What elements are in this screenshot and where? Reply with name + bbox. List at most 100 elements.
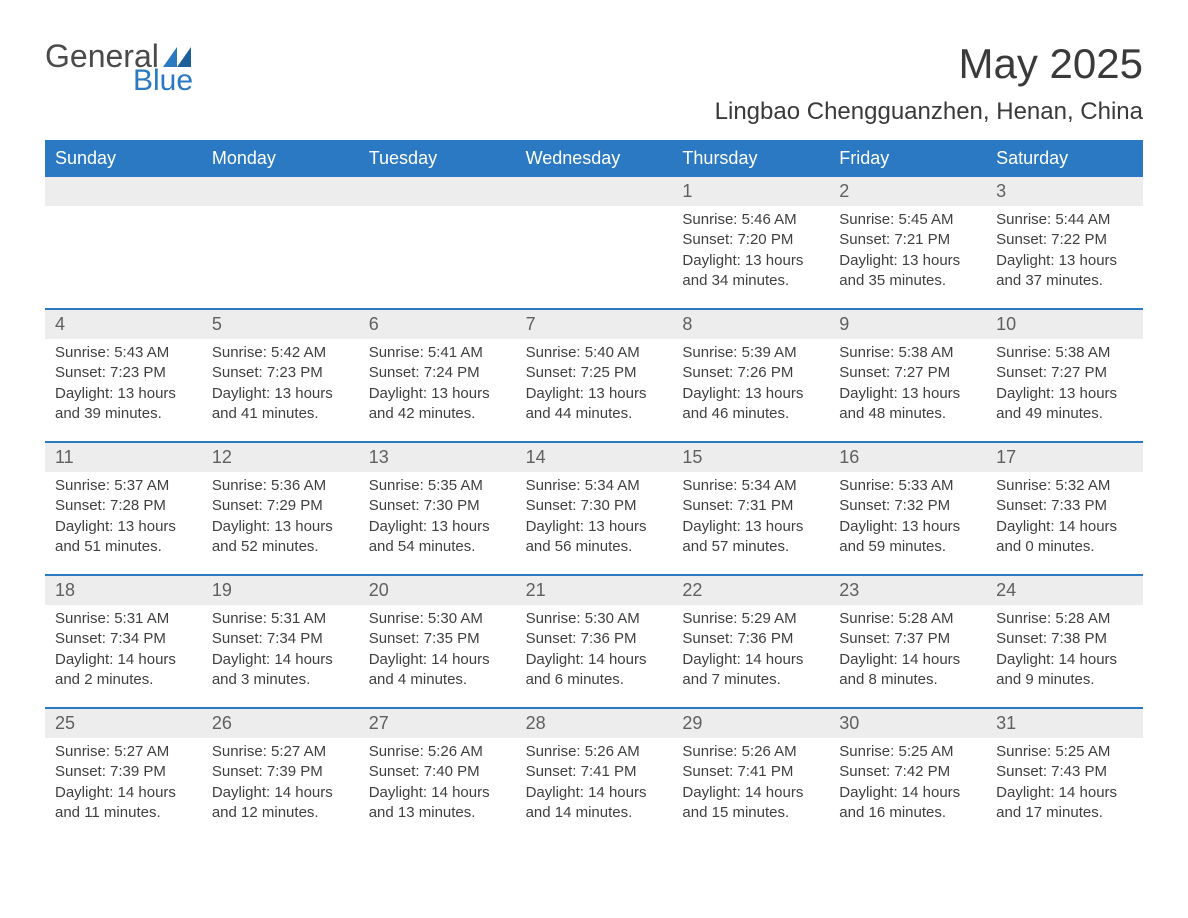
day-info-line: Sunset: 7:34 PM [55,629,192,649]
calendar-week: 25262728293031Sunrise: 5:27 AMSunset: 7:… [45,707,1143,840]
week-body-row: Sunrise: 5:46 AMSunset: 7:20 PMDaylight:… [45,206,1143,308]
day-info-line: Sunrise: 5:36 AM [212,476,349,496]
day-info-line: Sunset: 7:33 PM [996,496,1133,516]
day-info-line: and 16 minutes. [839,803,976,823]
day-info-line: Sunrise: 5:25 AM [996,742,1133,762]
day-cell: Sunrise: 5:26 AMSunset: 7:41 PMDaylight:… [516,738,673,826]
date-number: 12 [202,443,359,472]
day-cell: Sunrise: 5:29 AMSunset: 7:36 PMDaylight:… [672,605,829,693]
day-info-line: and 49 minutes. [996,404,1133,424]
day-info-line: and 35 minutes. [839,271,976,291]
day-info-line: Sunrise: 5:33 AM [839,476,976,496]
day-info-line: Sunrise: 5:29 AM [682,609,819,629]
day-info-line: Daylight: 13 hours [369,384,506,404]
day-info-line: Daylight: 13 hours [682,251,819,271]
date-number: 7 [516,310,673,339]
day-info-line: and 39 minutes. [55,404,192,424]
day-info-line: Sunset: 7:27 PM [839,363,976,383]
date-number: 5 [202,310,359,339]
date-number: 31 [986,709,1143,738]
day-info-line: Sunset: 7:43 PM [996,762,1133,782]
day-header-cell: Friday [829,140,986,177]
day-info-line: and 17 minutes. [996,803,1133,823]
day-cell: Sunrise: 5:40 AMSunset: 7:25 PMDaylight:… [516,339,673,427]
day-info-line: Sunset: 7:20 PM [682,230,819,250]
day-info-line: Sunset: 7:41 PM [682,762,819,782]
date-number: 1 [672,177,829,206]
day-info-line: Sunset: 7:28 PM [55,496,192,516]
day-info-line: Daylight: 14 hours [55,650,192,670]
date-number-row: 18192021222324 [45,576,1143,605]
day-cell [202,206,359,294]
date-number: 6 [359,310,516,339]
date-number [516,177,673,206]
day-info-line: Sunrise: 5:37 AM [55,476,192,496]
day-info-line: Sunrise: 5:40 AM [526,343,663,363]
date-number: 18 [45,576,202,605]
day-cell: Sunrise: 5:44 AMSunset: 7:22 PMDaylight:… [986,206,1143,294]
calendar-week: 123Sunrise: 5:46 AMSunset: 7:20 PMDaylig… [45,177,1143,308]
day-info-line: Sunrise: 5:45 AM [839,210,976,230]
day-header-cell: Monday [202,140,359,177]
day-cell: Sunrise: 5:26 AMSunset: 7:40 PMDaylight:… [359,738,516,826]
day-header-cell: Sunday [45,140,202,177]
date-number: 15 [672,443,829,472]
day-info-line: Sunset: 7:22 PM [996,230,1133,250]
day-info-line: Daylight: 13 hours [212,517,349,537]
day-info-line: Sunrise: 5:28 AM [996,609,1133,629]
day-info-line: Sunset: 7:23 PM [212,363,349,383]
date-number: 24 [986,576,1143,605]
day-cell [45,206,202,294]
date-number: 4 [45,310,202,339]
day-info-line: Sunset: 7:42 PM [839,762,976,782]
day-cell [359,206,516,294]
day-info-line: Daylight: 14 hours [526,650,663,670]
day-info-line: and 54 minutes. [369,537,506,557]
day-info-line: and 42 minutes. [369,404,506,424]
day-info-line: and 12 minutes. [212,803,349,823]
day-cell: Sunrise: 5:31 AMSunset: 7:34 PMDaylight:… [45,605,202,693]
date-number [202,177,359,206]
day-info-line: Sunset: 7:25 PM [526,363,663,383]
day-info-line: Sunrise: 5:30 AM [526,609,663,629]
day-info-line: Sunset: 7:36 PM [526,629,663,649]
day-cell: Sunrise: 5:34 AMSunset: 7:30 PMDaylight:… [516,472,673,560]
day-info-line: Sunrise: 5:44 AM [996,210,1133,230]
date-number: 2 [829,177,986,206]
day-info-line: Daylight: 14 hours [369,650,506,670]
day-info-line: Sunrise: 5:41 AM [369,343,506,363]
day-info-line: Sunrise: 5:26 AM [369,742,506,762]
day-info-line: and 37 minutes. [996,271,1133,291]
date-number: 10 [986,310,1143,339]
date-number: 14 [516,443,673,472]
day-info-line: Daylight: 13 hours [55,384,192,404]
location-subtitle: Lingbao Chengguanzhen, Henan, China [715,98,1143,126]
day-cell: Sunrise: 5:39 AMSunset: 7:26 PMDaylight:… [672,339,829,427]
day-info-line: and 51 minutes. [55,537,192,557]
day-info-line: and 8 minutes. [839,670,976,690]
day-info-line: and 0 minutes. [996,537,1133,557]
date-number: 28 [516,709,673,738]
day-info-line: Daylight: 14 hours [996,650,1133,670]
day-info-line: Sunset: 7:23 PM [55,363,192,383]
day-info-line: Daylight: 13 hours [212,384,349,404]
date-number: 22 [672,576,829,605]
day-info-line: Sunset: 7:32 PM [839,496,976,516]
day-header-cell: Wednesday [516,140,673,177]
date-number: 13 [359,443,516,472]
day-cell: Sunrise: 5:25 AMSunset: 7:43 PMDaylight:… [986,738,1143,826]
day-info-line: Sunset: 7:34 PM [212,629,349,649]
day-cell: Sunrise: 5:42 AMSunset: 7:23 PMDaylight:… [202,339,359,427]
day-cell: Sunrise: 5:25 AMSunset: 7:42 PMDaylight:… [829,738,986,826]
day-header-cell: Tuesday [359,140,516,177]
day-cell: Sunrise: 5:28 AMSunset: 7:38 PMDaylight:… [986,605,1143,693]
date-number: 8 [672,310,829,339]
day-header-row: SundayMondayTuesdayWednesdayThursdayFrid… [45,140,1143,177]
date-number: 3 [986,177,1143,206]
day-info-line: and 11 minutes. [55,803,192,823]
day-info-line: Sunrise: 5:38 AM [839,343,976,363]
day-info-line: Sunset: 7:21 PM [839,230,976,250]
date-number: 20 [359,576,516,605]
day-info-line: and 15 minutes. [682,803,819,823]
day-info-line: Daylight: 14 hours [996,517,1133,537]
